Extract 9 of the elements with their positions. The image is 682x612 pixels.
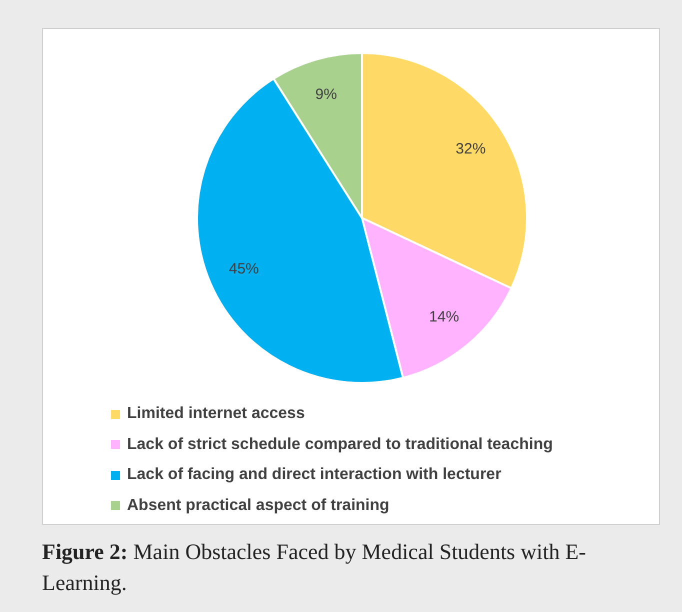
data-label: 32% xyxy=(456,140,486,158)
legend-label: Lack of facing and direct interaction with lecturer xyxy=(127,466,502,484)
caption: Figure 2: Main Obstacles Faced by Medical Students with E-Learning. xyxy=(42,539,586,595)
data-label: 14% xyxy=(429,308,460,326)
data-label: 45% xyxy=(228,260,259,278)
legend-label: Absent practical aspect of training xyxy=(127,496,390,515)
legend-label: Lack of strict schedule compared to traditional teaching xyxy=(127,436,553,454)
data-label: 9% xyxy=(315,86,337,103)
legend-label: Limited internet access xyxy=(127,405,305,424)
